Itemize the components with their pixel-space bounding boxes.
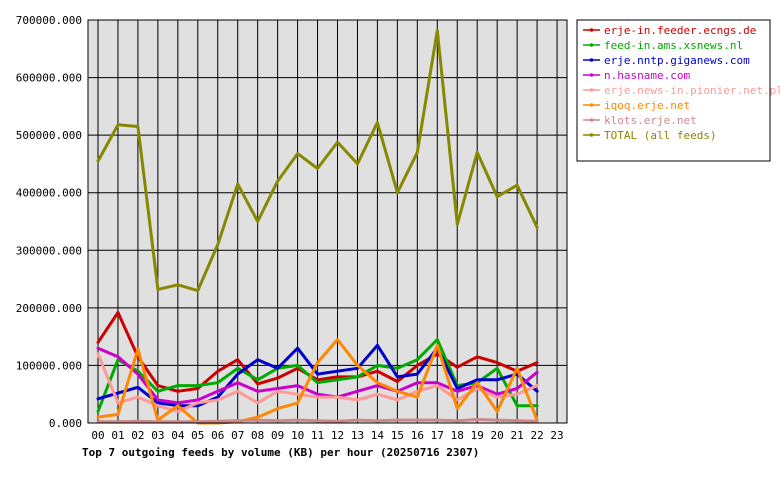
x-tick-label: 18 <box>451 429 464 442</box>
x-tick-label: 17 <box>431 429 444 442</box>
series-line <box>96 28 539 293</box>
legend-label: iqoq.erje.net <box>604 99 690 112</box>
x-tick-label: 04 <box>171 429 185 442</box>
x-tick-label: 23 <box>550 429 563 442</box>
plot-area <box>88 20 567 423</box>
y-tick-label: 500000.000 <box>16 129 82 142</box>
legend-label: erje.nntp.giganews.com <box>604 54 750 67</box>
y-tick-label: 0.000 <box>49 417 82 430</box>
y-tick-label: 100000.000 <box>16 359 82 372</box>
x-tick-label: 12 <box>331 429 344 442</box>
x-tick-label: 01 <box>111 429 124 442</box>
series-line <box>96 343 539 408</box>
series-line <box>96 311 539 393</box>
x-tick-label: 08 <box>251 429 264 442</box>
legend: erje-in.feeder.ecngs.de feed-in.ams.xsnew… <box>576 19 780 162</box>
y-tick-label: 300000.000 <box>16 244 82 257</box>
plot-border <box>87 19 568 424</box>
series-line <box>96 346 539 405</box>
x-tick-label: 11 <box>311 429 324 442</box>
legend-label: erje-in.feeder.ecngs.de <box>604 24 756 37</box>
legend-label: klots.erje.net <box>604 114 697 127</box>
x-tick-label: 22 <box>530 429 543 442</box>
x-tick-label: 20 <box>491 429 504 442</box>
x-axis-ticks: 00 01 02 03 04 05 06 07 08 09 10 11 12 13 14 15 16 17 18 19… <box>91 429 563 442</box>
x-tick-label: 21 <box>511 429 524 442</box>
y-tick-label: 200000.000 <box>16 302 82 315</box>
legend-marker <box>589 73 594 77</box>
chart-title: Top 7 outgoing feeds by volume (KB) per … <box>82 446 479 459</box>
x-tick-label: 06 <box>211 429 224 442</box>
legend-marker <box>589 118 594 122</box>
x-tick-label: 19 <box>471 429 484 442</box>
x-tick-label: 16 <box>411 429 424 442</box>
x-tick-label: 05 <box>191 429 204 442</box>
x-tick-label: 13 <box>351 429 364 442</box>
legend-marker <box>589 28 594 32</box>
y-axis-ticks: 0.000 100000.000 200000.000 300000.000 40000… <box>16 14 82 430</box>
legend-box <box>576 19 771 162</box>
x-tick-label: 07 <box>231 429 244 442</box>
x-tick-label: 09 <box>271 429 284 442</box>
x-tick-label: 10 <box>291 429 304 442</box>
y-tick-label: 600000.000 <box>16 72 82 85</box>
series-line <box>96 338 539 425</box>
x-tick-label: 14 <box>371 429 385 442</box>
legend-marker <box>589 88 594 92</box>
legend-label: erje.news-in.pionier.net.pl <box>604 84 780 97</box>
legend-label: n.hasname.com <box>604 69 690 82</box>
y-tick-label: 700000.000 <box>16 14 82 27</box>
x-tick-label: 02 <box>131 429 144 442</box>
series-line <box>96 418 539 424</box>
legend-marker <box>589 103 594 107</box>
legend-marker <box>589 43 594 47</box>
y-tick-label: 400000.000 <box>16 187 82 200</box>
legend-marker <box>589 58 594 62</box>
x-tick-label: 00 <box>91 429 104 442</box>
legend-label: feed-in.ams.xsnews.nl <box>604 39 743 52</box>
legend-label: TOTAL (all feeds) <box>604 129 717 142</box>
legend-marker <box>589 133 594 137</box>
x-tick-label: 03 <box>151 429 164 442</box>
series-lines <box>96 28 539 425</box>
x-tick-label: 15 <box>391 429 404 442</box>
